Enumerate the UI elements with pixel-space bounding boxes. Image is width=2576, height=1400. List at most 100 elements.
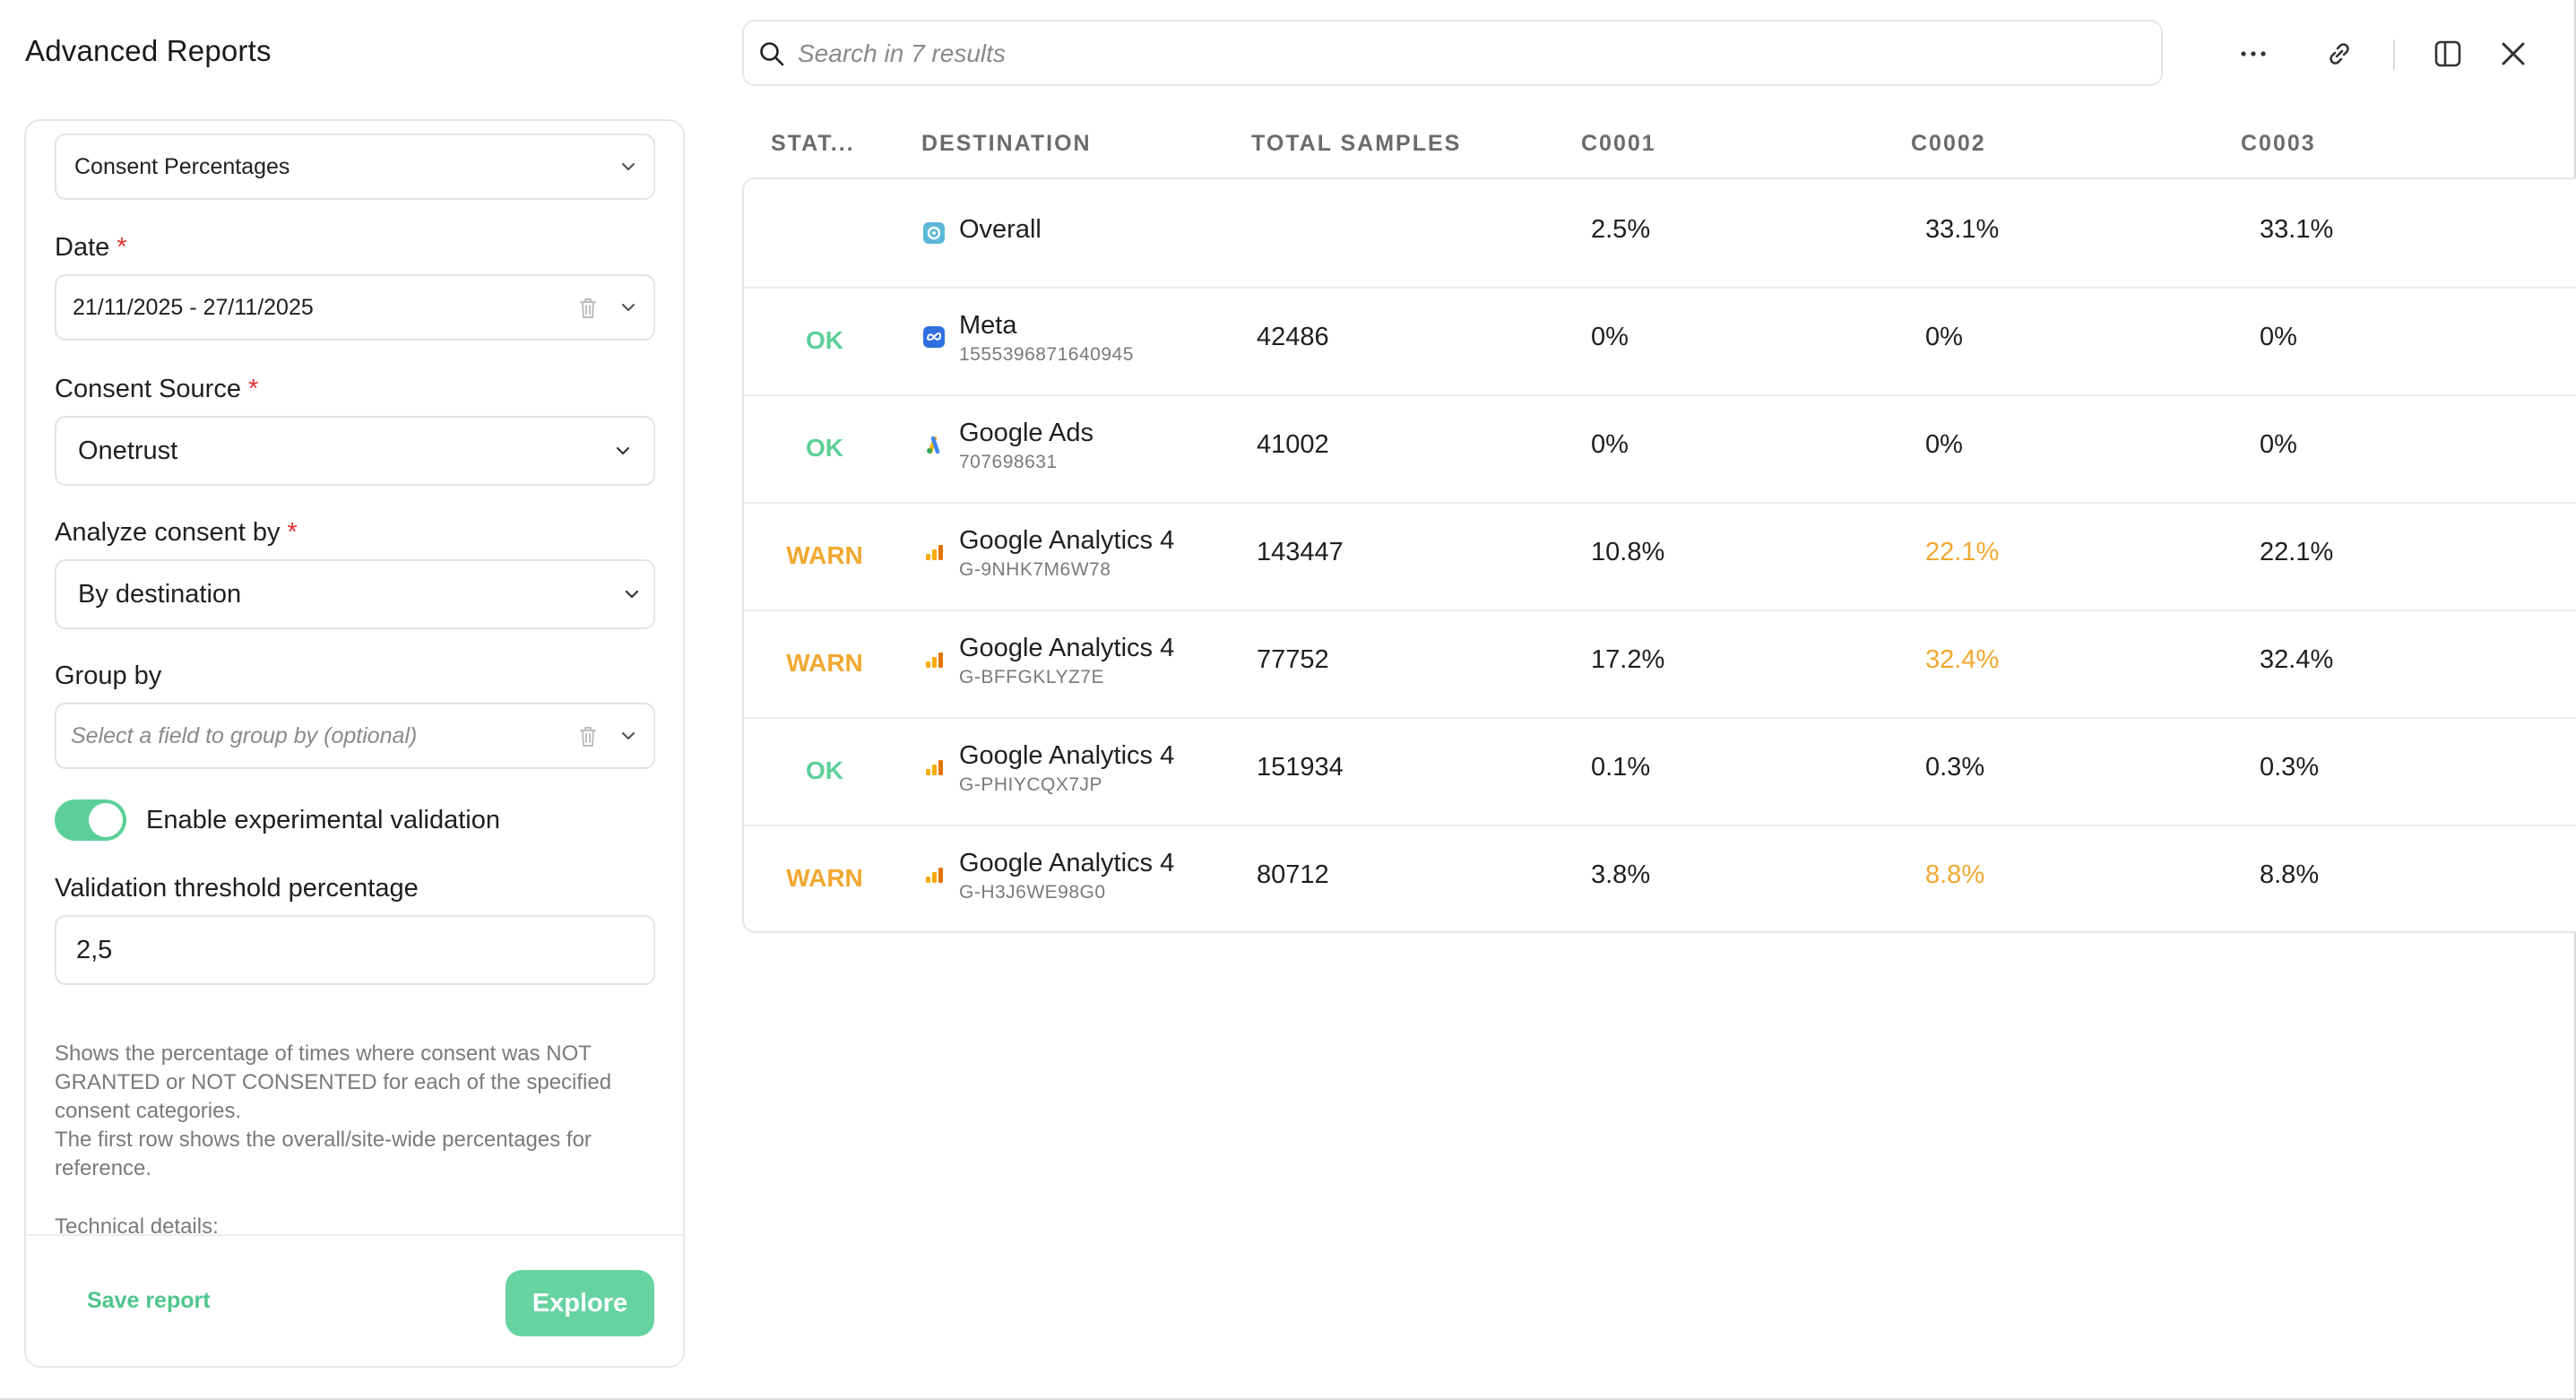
destination-name: Google Analytics 4 xyxy=(959,849,1175,877)
destination-name: Google Analytics 4 xyxy=(959,526,1175,555)
group-by-label: Group by xyxy=(55,661,162,690)
table-row[interactable]: WARN Google Analytics 4 G-H3J6WE98G0 80712 3… xyxy=(744,825,2576,931)
c0001-cell: 0% xyxy=(1591,323,1629,351)
google-analytics-icon xyxy=(922,540,946,564)
table-row[interactable]: OK Google Analytics 4 G-PHIYCQX7JP 151934 0.… xyxy=(744,717,2576,826)
link-icon[interactable] xyxy=(2323,38,2356,70)
toolbar-divider xyxy=(2393,39,2395,70)
table-row[interactable]: Overall 2.5% 33.1% 33.1% xyxy=(744,179,2576,289)
google-analytics-icon xyxy=(922,648,946,671)
c0001-cell: 3.8% xyxy=(1591,860,1651,889)
destination-id: G-PHIYCQX7JP xyxy=(959,774,1103,795)
close-icon[interactable] xyxy=(2497,38,2529,70)
column-header-c0002[interactable]: C0002 xyxy=(1911,131,1986,156)
chevron-down-icon xyxy=(621,731,635,740)
total-samples-cell: 42486 xyxy=(1257,323,1329,351)
report-config-panel: Consent Percentages Date * 21/11/2025 - 2… xyxy=(24,119,685,1368)
date-label: Date * xyxy=(55,233,127,262)
overall-icon xyxy=(922,221,946,245)
description-text: The first row shows the overall/site-wid… xyxy=(55,1128,592,1180)
status-badge: OK xyxy=(806,434,843,462)
table-row[interactable]: OK Google Ads 707698631 41002 0% 0% 0% xyxy=(744,394,2576,504)
google-ads-icon xyxy=(922,433,946,456)
destination-name: Google Analytics 4 xyxy=(959,634,1175,662)
c0003-cell: 32.4% xyxy=(2260,645,2334,674)
status-badge: WARN xyxy=(786,864,863,892)
total-samples-cell: 41002 xyxy=(1257,430,1329,459)
c0001-cell: 0.1% xyxy=(1591,753,1651,782)
group-by-placeholder: Select a field to group by (optional) xyxy=(71,722,418,748)
c0001-cell: 2.5% xyxy=(1591,215,1651,244)
date-range-value: 21/11/2025 - 27/11/2025 xyxy=(73,294,314,320)
panel-icon[interactable] xyxy=(2432,38,2464,70)
table-row[interactable]: OK Meta 1555396871640945 42486 0% 0% 0% xyxy=(744,287,2576,396)
report-type-value: Consent Percentages xyxy=(74,153,290,179)
analyze-by-value: By destination xyxy=(78,579,242,609)
table-row[interactable]: WARN Google Analytics 4 G-BFFGKLYZ7E 77752 1… xyxy=(744,609,2576,719)
required-mark: * xyxy=(117,233,127,262)
description-text: Shows the percentage of times where cons… xyxy=(55,1041,612,1123)
explore-button[interactable]: Explore xyxy=(506,1270,654,1336)
c0002-cell: 33.1% xyxy=(1925,215,2000,244)
table-row[interactable]: WARN Google Analytics 4 G-9NHK7M6W78 143447… xyxy=(744,502,2576,611)
analyze-by-label: Analyze consent by * xyxy=(55,518,298,547)
c0003-cell: 33.1% xyxy=(2260,215,2334,244)
c0003-cell: 0% xyxy=(2260,323,2297,351)
google-analytics-icon xyxy=(922,863,946,886)
destination-id: G-BFFGKLYZ7E xyxy=(959,667,1104,687)
c0002-cell: 8.8% xyxy=(1925,860,1985,889)
threshold-value: 2,5 xyxy=(76,935,113,964)
total-samples-cell: 151934 xyxy=(1257,753,1344,782)
column-header-total-samples[interactable]: TOTAL SAMPLES xyxy=(1251,131,1462,156)
column-header-c0003[interactable]: C0003 xyxy=(2241,131,2316,156)
status-badge: OK xyxy=(806,756,843,784)
trash-icon[interactable] xyxy=(576,723,600,748)
page-title: Advanced Reports xyxy=(25,34,272,67)
total-samples-cell: 77752 xyxy=(1257,645,1329,674)
report-type-select[interactable]: Consent Percentages xyxy=(55,134,655,200)
more-icon[interactable] xyxy=(2237,38,2269,70)
destination-name: Meta xyxy=(959,311,1017,340)
c0002-cell: 0% xyxy=(1925,430,1963,459)
c0003-cell: 0.3% xyxy=(2260,753,2320,782)
required-mark: * xyxy=(247,375,259,403)
c0002-cell: 0.3% xyxy=(1925,753,1985,782)
c0001-cell: 10.8% xyxy=(1591,538,1665,566)
column-header-c0001[interactable]: C0001 xyxy=(1581,131,1656,156)
date-range-picker[interactable]: 21/11/2025 - 27/11/2025 xyxy=(55,274,655,341)
experimental-validation-toggle[interactable] xyxy=(55,799,126,841)
destination-name: Google Ads xyxy=(959,419,1094,447)
chevron-down-icon xyxy=(616,446,630,455)
experimental-validation-label: Enable experimental validation xyxy=(146,806,500,834)
google-analytics-icon xyxy=(922,756,946,779)
destination-id: G-9NHK7M6W78 xyxy=(959,559,1111,580)
status-badge: WARN xyxy=(786,541,863,569)
threshold-input[interactable]: 2,5 xyxy=(55,915,655,985)
meta-icon xyxy=(922,325,946,349)
required-mark: * xyxy=(287,518,298,547)
save-report-button[interactable]: Save report xyxy=(87,1288,211,1313)
status-badge: WARN xyxy=(786,649,863,677)
search-bar[interactable]: Search in 7 results xyxy=(742,20,2163,86)
threshold-label: Validation threshold percentage xyxy=(55,874,419,903)
toggle-knob xyxy=(89,803,123,837)
report-description: Shows the percentage of times where cons… xyxy=(55,1040,655,1183)
destination-id: 707698631 xyxy=(959,452,1058,472)
total-samples-cell: 143447 xyxy=(1257,538,1344,566)
c0002-cell: 0% xyxy=(1925,323,1963,351)
consent-source-select[interactable]: Onetrust xyxy=(55,416,655,486)
column-header-status[interactable]: STAT... xyxy=(771,131,855,156)
search-icon xyxy=(760,42,784,66)
consent-source-value: Onetrust xyxy=(78,436,178,465)
analyze-by-select[interactable]: By destination xyxy=(55,559,655,629)
chevron-down-icon xyxy=(621,162,635,171)
trash-icon[interactable] xyxy=(576,295,600,320)
c0001-cell: 0% xyxy=(1591,430,1629,459)
column-header-destination[interactable]: DESTINATION xyxy=(921,131,1092,156)
chevron-down-icon xyxy=(625,590,639,599)
destination-id: G-H3J6WE98G0 xyxy=(959,882,1106,903)
c0003-cell: 22.1% xyxy=(2260,538,2334,566)
group-by-select[interactable]: Select a field to group by (optional) xyxy=(55,703,655,769)
chevron-down-icon xyxy=(621,303,635,312)
destination-name: Google Analytics 4 xyxy=(959,741,1175,770)
